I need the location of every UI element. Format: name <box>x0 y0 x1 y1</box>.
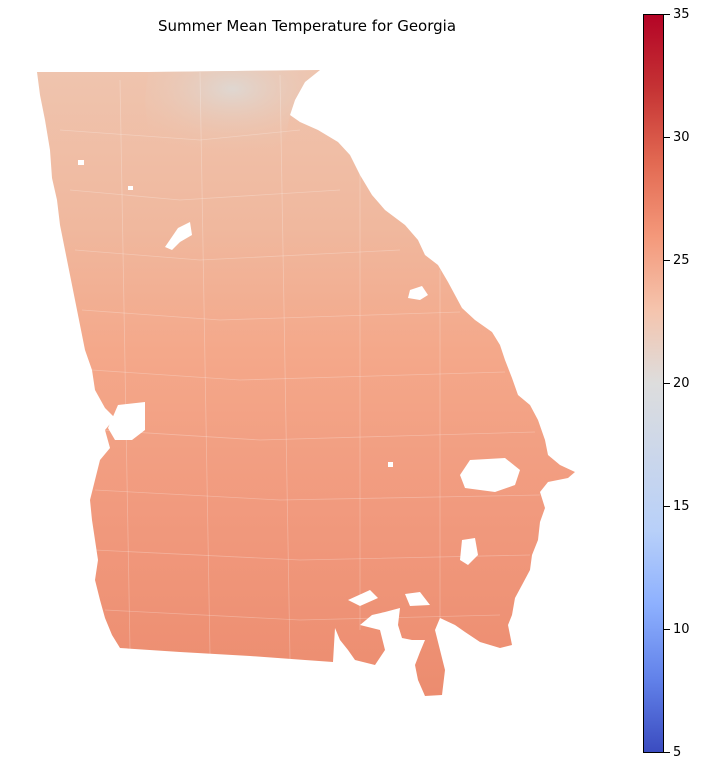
lake-seminole-gap <box>108 402 145 440</box>
colorbar-tick <box>664 506 670 507</box>
colorbar-tick <box>664 260 670 261</box>
okefenokee-swamp-gap <box>460 458 520 492</box>
small-gap-2 <box>128 186 133 190</box>
colorbar-label-10: 10 <box>673 622 690 637</box>
georgia-state-shape <box>37 70 575 696</box>
colorbar-tick <box>664 14 670 15</box>
colorbar-label-30: 30 <box>673 130 690 145</box>
county-boundaries <box>59 71 541 661</box>
colorbar-label-20: 20 <box>673 376 690 391</box>
small-gap-3 <box>388 462 393 467</box>
southern-border-gap-1 <box>348 590 378 606</box>
no-data-areas <box>78 160 520 606</box>
colorbar-label-5: 5 <box>673 745 682 760</box>
lake-gap-east <box>408 286 428 300</box>
colorbar-label-25: 25 <box>673 253 690 268</box>
colorbar-tick <box>664 752 670 753</box>
atlanta-gap <box>165 222 192 250</box>
colorbar-tick <box>664 137 670 138</box>
south-coastal-gap <box>460 538 478 565</box>
colorbar-tick <box>664 383 670 384</box>
colorbar <box>643 14 664 753</box>
north-mountain-region <box>145 70 320 165</box>
colorbar-label-35: 35 <box>673 7 690 22</box>
map-title: Summer Mean Temperature for Georgia <box>157 17 457 35</box>
southern-border-gap-2 <box>405 592 430 606</box>
colorbar-tick <box>664 629 670 630</box>
colorbar-label-15: 15 <box>673 499 690 514</box>
small-gap-1 <box>78 160 84 165</box>
